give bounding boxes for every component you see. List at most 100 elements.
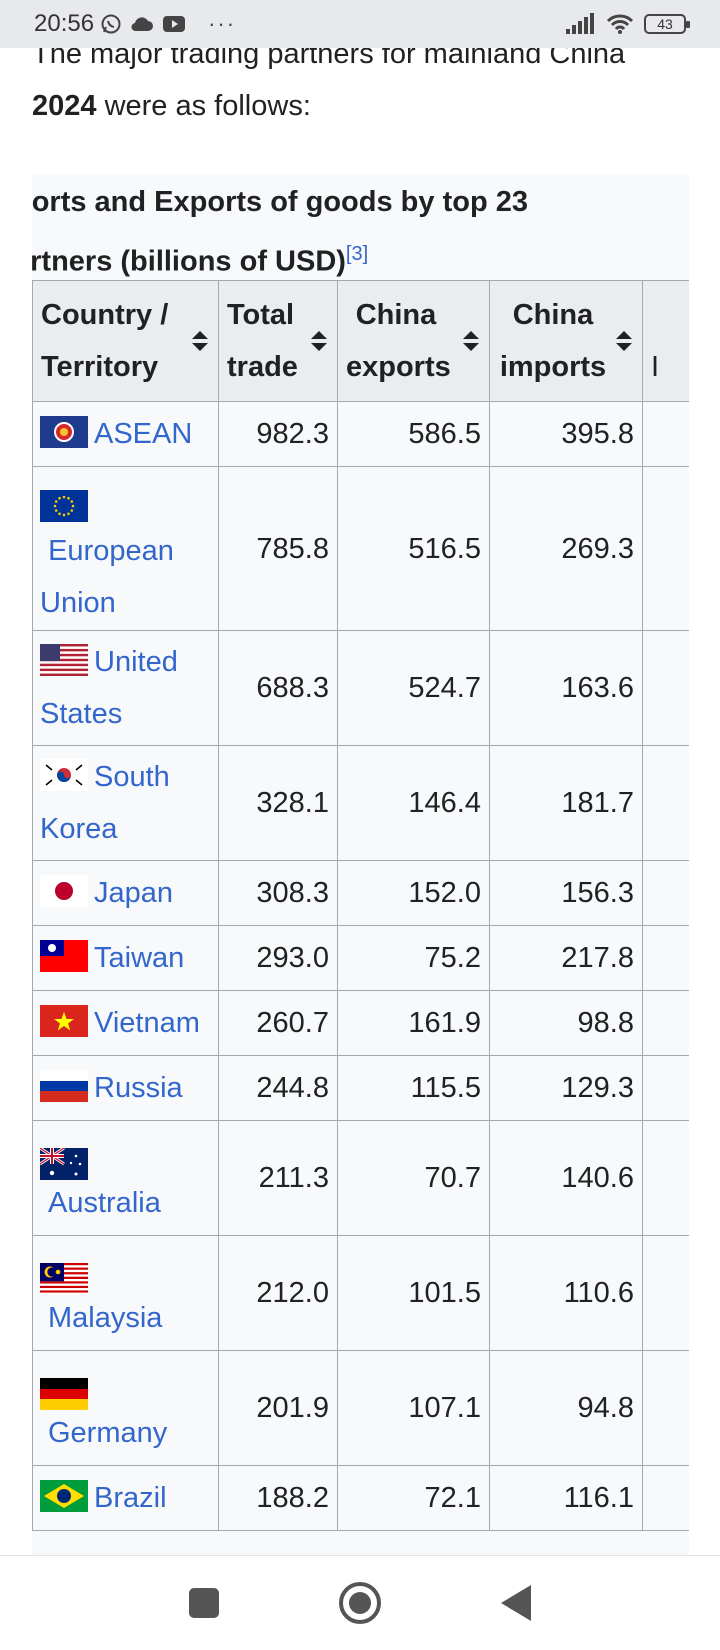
russia-flag-icon[interactable] [40,1067,88,1102]
table-row: Malaysia 212.0 101.5 110.6 [32,1235,689,1351]
sort-icon[interactable] [192,331,208,351]
us-flag-icon[interactable] [40,641,88,676]
cell-total: 260.7 [218,990,338,1056]
reference-link[interactable]: [3] [345,243,369,265]
sort-icon[interactable] [463,331,479,351]
country-link[interactable]: Russia [94,1072,183,1104]
malaysia-flag-icon[interactable] [40,1260,88,1295]
table-row: ASEAN 982.3 586.5 395.8 [32,401,689,467]
more-notifications-icon: ··· [208,11,237,36]
country-link[interactable]: Malaysia [48,1302,163,1334]
country-cell: Brazil [32,1465,219,1531]
cell-exports: 70.7 [337,1120,490,1236]
country-cell: European Union [32,466,219,631]
table-row: United States 688.3 524.7 163.6 [32,630,689,746]
brazil-flag-icon[interactable] [40,1477,88,1512]
cell-partial [642,466,689,631]
header-total-trade[interactable]: Total trade [218,280,338,402]
cell-imports: 181.7 [489,745,643,861]
caption-line-1: ports and Exports of goods by top 23 [32,186,528,218]
system-icons: 43 [564,13,690,35]
recent-apps-button[interactable] [189,1588,219,1618]
country-link[interactable]: ASEAN [94,418,193,450]
cell-exports: 586.5 [337,401,490,467]
cell-partial [642,745,689,861]
germany-flag-icon[interactable] [40,1375,88,1410]
cell-partial [642,925,689,991]
cell-total: 328.1 [218,745,338,861]
cell-total: 188.2 [218,1465,338,1531]
header-china-exports[interactable]: China exports [337,280,490,402]
caption-line-2: artners (billions of USD)[3] [32,228,689,288]
cell-total: 244.8 [218,1055,338,1121]
country-link[interactable]: Australia [48,1187,161,1219]
trade-partners-table: Country / Territory Total trade China ex… [32,280,689,1531]
header-country[interactable]: Country / Territory [32,280,219,402]
cell-partial [642,1465,689,1531]
wifi-icon [606,14,634,34]
cell-exports: 101.5 [337,1235,490,1351]
home-button[interactable] [339,1582,381,1624]
country-link[interactable]: European Union [40,534,174,619]
youtube-icon [163,16,186,32]
country-cell: Australia [32,1120,219,1236]
cell-exports: 516.5 [337,466,490,631]
country-link[interactable]: Taiwan [94,942,185,974]
australia-flag-icon[interactable] [39,1145,88,1180]
header-total-label: Total trade [227,299,298,383]
header-partial-label: I [651,351,660,383]
header-country-label: Country / Territory [41,299,169,383]
cell-partial [642,1055,689,1121]
cell-exports: 72.1 [337,1465,490,1531]
cell-imports: 110.6 [489,1235,643,1351]
cell-partial [642,630,689,746]
back-button[interactable] [501,1585,531,1621]
cell-imports: 98.8 [489,990,643,1056]
cell-imports: 94.8 [489,1350,643,1466]
caption-line-2-text: artners (billions of USD) [32,245,346,278]
article-content: The major trading partners for mainland … [32,38,689,1555]
country-cell: Germany [32,1350,219,1466]
header-imports-label: China imports [499,299,607,383]
cell-total: 293.0 [218,925,338,991]
country-link[interactable]: South Korea [40,761,170,845]
table-row: Germany 201.9 107.1 94.8 [32,1350,689,1466]
table-scroll-container[interactable]: ports and Exports of goods by top 23 art… [32,174,689,1555]
notification-icons: ··· [100,11,236,37]
table-row: European Union 785.8 516.5 269.3 [32,466,689,631]
cell-exports: 161.9 [337,990,490,1056]
asean-flag-icon[interactable] [40,413,88,448]
japan-flag-icon[interactable] [40,872,88,907]
status-bar: 20:56 ··· 43 [0,0,720,48]
cell-exports: 524.7 [337,630,490,746]
cell-imports: 395.8 [489,401,643,467]
cell-imports: 140.6 [489,1120,643,1236]
table-row: Brazil 188.2 72.1 116.1 [32,1465,689,1531]
cell-total: 688.3 [218,630,338,746]
country-link[interactable]: Brazil [94,1482,167,1514]
sort-icon[interactable] [616,331,632,351]
header-partial[interactable]: I [642,280,689,402]
battery-icon: 43 [644,14,690,34]
country-cell: Vietnam [32,990,219,1056]
header-china-imports[interactable]: China imports [489,280,643,402]
eu-flag-icon[interactable] [40,487,88,522]
country-link[interactable]: Japan [94,877,174,909]
cell-partial [642,401,689,467]
cell-total: 201.9 [218,1350,338,1466]
vietnam-flag-icon[interactable] [40,1002,88,1037]
country-link[interactable]: United States [40,646,178,730]
system-navigation-bar [0,1555,720,1650]
country-link[interactable]: Germany [48,1417,168,1449]
cell-total: 212.0 [218,1235,338,1351]
cell-partial [642,1350,689,1466]
cell-exports: 107.1 [337,1350,490,1466]
cell-imports: 217.8 [489,925,643,991]
country-link[interactable]: Vietnam [94,1007,200,1039]
cell-imports: 163.6 [489,630,643,746]
taiwan-flag-icon[interactable] [40,937,88,972]
cell-partial [642,1235,689,1351]
cell-total: 785.8 [218,466,338,631]
south-korea-flag-icon[interactable] [40,756,88,791]
sort-icon[interactable] [311,331,327,351]
